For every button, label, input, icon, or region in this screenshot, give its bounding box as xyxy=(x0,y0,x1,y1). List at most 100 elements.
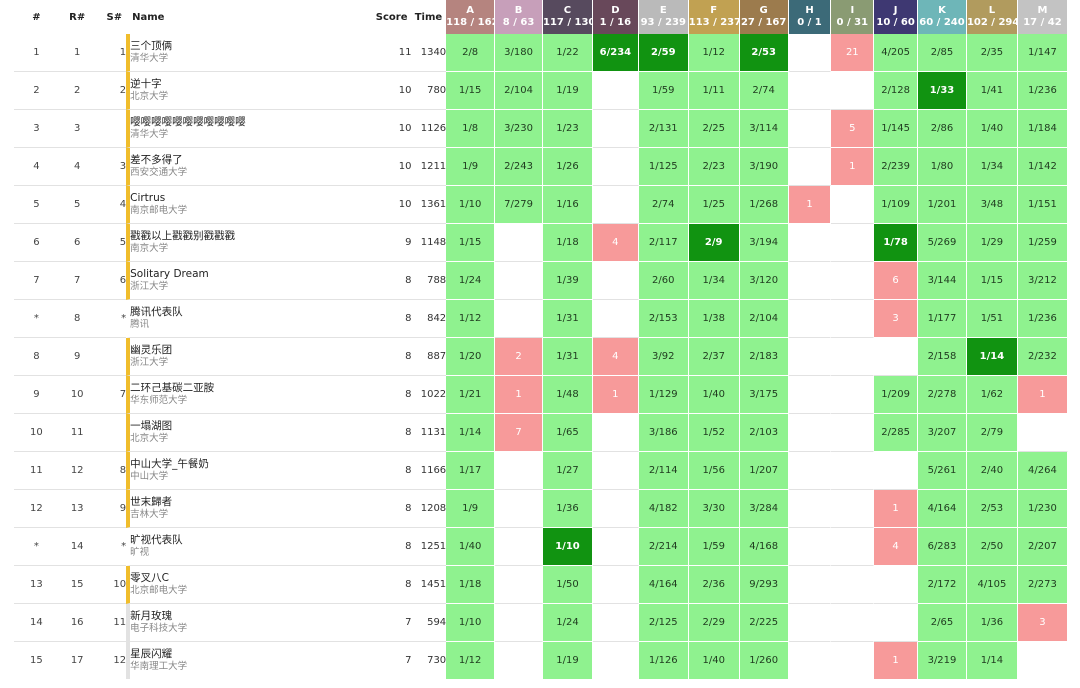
problem-cell-l[interactable]: 2/35 xyxy=(966,34,1018,72)
problem-cell-b[interactable]: 1 xyxy=(495,376,543,414)
problem-cell-m[interactable]: 2/232 xyxy=(1017,338,1068,376)
team-name-cell[interactable]: 中山大学_午餐奶 中山大学 xyxy=(126,452,367,490)
problem-cell-g[interactable]: 3/120 xyxy=(739,262,789,300)
problem-cell-b[interactable]: 2/243 xyxy=(495,148,543,186)
problem-cell-j[interactable]: 1 xyxy=(874,490,919,528)
problem-cell-g[interactable]: 3/114 xyxy=(739,110,789,148)
problem-cell-g[interactable]: 2/74 xyxy=(739,72,789,110)
problem-cell-m[interactable]: 1/147 xyxy=(1017,34,1068,72)
problem-cell-a[interactable]: 1/12 xyxy=(446,642,496,679)
problem-cell-f[interactable]: 2/29 xyxy=(688,604,740,642)
problem-cell-c[interactable]: 1/50 xyxy=(543,566,593,604)
problem-cell-l[interactable]: 2/40 xyxy=(966,452,1018,490)
problem-cell-g[interactable]: 1/260 xyxy=(739,642,789,679)
problem-cell-l[interactable]: 1/14 xyxy=(966,642,1018,679)
team-name-cell[interactable]: 戳戳以上戳戳别戳戳戳 南京大学 xyxy=(126,224,367,262)
problem-cell-e[interactable]: 2/117 xyxy=(638,224,689,262)
problem-cell-g[interactable]: 2/104 xyxy=(739,300,789,338)
problem-cell-e[interactable]: 1/59 xyxy=(638,72,689,110)
problem-cell-c[interactable]: 1/48 xyxy=(543,376,593,414)
team-name-cell[interactable]: 幽灵乐团 浙江大学 xyxy=(126,338,367,376)
team-name-cell[interactable]: 二环己基碳二亚胺 华东师范大学 xyxy=(126,376,367,414)
problem-cell-e[interactable]: 4/164 xyxy=(638,566,689,604)
team-row[interactable]: 8 9 幽灵乐团 浙江大学 8 887 1/20 2 1/31 4 3/92 2/37 2/183 2/1… xyxy=(14,338,1068,376)
problem-cell-d[interactable]: 4 xyxy=(592,338,639,376)
problem-cell-m[interactable]: 1/236 xyxy=(1017,72,1068,110)
problem-cell-e[interactable]: 3/186 xyxy=(638,414,689,452)
problem-cell-m[interactable]: 1/184 xyxy=(1017,110,1068,148)
problem-cell-e[interactable]: 2/125 xyxy=(638,604,689,642)
problem-cell-e[interactable]: 2/59 xyxy=(638,34,689,72)
problem-cell-c[interactable]: 1/26 xyxy=(543,148,593,186)
problem-cell-g[interactable]: 3/190 xyxy=(739,148,789,186)
problem-cell-k[interactable]: 2/172 xyxy=(918,566,967,604)
problem-cell-f[interactable]: 1/11 xyxy=(688,72,740,110)
team-row[interactable]: 9 10 7 二环己基碳二亚胺 华东师范大学 8 1022 1/21 1 1/48 1 1/129 1/… xyxy=(14,376,1068,414)
problem-cell-m[interactable]: 1/230 xyxy=(1017,490,1068,528)
col-score-header[interactable]: Score xyxy=(375,11,408,23)
problem-cell-j[interactable]: 4/205 xyxy=(874,34,919,72)
problem-cell-k[interactable]: 3/219 xyxy=(918,642,967,679)
team-row[interactable]: 12 13 9 世末歸者 吉林大学 8 1208 1/9 1/36 4/182 3/30 3/284 1… xyxy=(14,490,1068,528)
problem-cell-c[interactable]: 1/31 xyxy=(543,338,593,376)
problem-cell-l[interactable]: 2/79 xyxy=(966,414,1018,452)
problem-cell-c[interactable]: 1/16 xyxy=(543,186,593,224)
problem-cell-f[interactable]: 1/40 xyxy=(688,376,740,414)
problem-cell-a[interactable]: 1/18 xyxy=(446,566,496,604)
problem-cell-l[interactable]: 1/62 xyxy=(966,376,1018,414)
problem-cell-k[interactable]: 4/164 xyxy=(918,490,967,528)
problem-cell-j[interactable]: 1 xyxy=(874,642,919,679)
team-name-cell[interactable]: 腾讯代表队 腾讯 xyxy=(126,300,367,338)
problem-cell-f[interactable]: 1/52 xyxy=(688,414,740,452)
problem-cell-g[interactable]: 1/268 xyxy=(739,186,789,224)
problem-cell-l[interactable]: 1/15 xyxy=(966,262,1018,300)
problem-cell-e[interactable]: 2/114 xyxy=(638,452,689,490)
problem-cell-k[interactable]: 5/261 xyxy=(918,452,967,490)
problem-cell-g[interactable]: 9/293 xyxy=(739,566,789,604)
problem-cell-l[interactable]: 1/40 xyxy=(966,110,1018,148)
problem-cell-b[interactable]: 2 xyxy=(495,338,543,376)
problem-cell-j[interactable]: 2/128 xyxy=(874,72,919,110)
problem-cell-g[interactable]: 1/207 xyxy=(739,452,789,490)
problem-cell-j[interactable]: 1/109 xyxy=(874,186,919,224)
problem-cell-m[interactable]: 2/207 xyxy=(1017,528,1068,566)
problem-cell-f[interactable]: 2/23 xyxy=(688,148,740,186)
problem-cell-c[interactable]: 1/23 xyxy=(543,110,593,148)
problem-cell-k[interactable]: 1/80 xyxy=(918,148,967,186)
col-time-header[interactable]: Time xyxy=(414,11,443,23)
problem-cell-a[interactable]: 1/12 xyxy=(446,300,496,338)
problem-cell-e[interactable]: 2/131 xyxy=(638,110,689,148)
problem-cell-g[interactable]: 3/284 xyxy=(739,490,789,528)
problem-cell-k[interactable]: 2/278 xyxy=(918,376,967,414)
team-name-cell[interactable]: 差不多得了 西安交通大学 xyxy=(126,148,367,186)
problem-cell-m[interactable]: 1/151 xyxy=(1017,186,1068,224)
problem-header-e[interactable]: E 93 / 239 xyxy=(638,0,689,34)
problem-cell-f[interactable]: 2/37 xyxy=(688,338,740,376)
problem-cell-m[interactable]: 3 xyxy=(1017,604,1068,642)
problem-cell-l[interactable]: 3/48 xyxy=(966,186,1018,224)
team-name-cell[interactable]: 三个顶俩 清华大学 xyxy=(126,34,367,72)
problem-cell-b[interactable]: 3/230 xyxy=(495,110,543,148)
problem-cell-a[interactable]: 1/40 xyxy=(446,528,496,566)
problem-header-f[interactable]: F 113 / 237 xyxy=(688,0,740,34)
problem-cell-f[interactable]: 1/12 xyxy=(688,34,740,72)
problem-cell-m[interactable]: 1/236 xyxy=(1017,300,1068,338)
problem-cell-e[interactable]: 2/60 xyxy=(638,262,689,300)
problem-cell-l[interactable]: 1/51 xyxy=(966,300,1018,338)
problem-cell-g[interactable]: 4/168 xyxy=(739,528,789,566)
problem-cell-k[interactable]: 3/207 xyxy=(918,414,967,452)
problem-cell-e[interactable]: 1/126 xyxy=(638,642,689,679)
team-name-cell[interactable]: 一塌湖图 北京大学 xyxy=(126,414,367,452)
team-row[interactable]: 14 16 11 新月玫瑰 电子科技大学 7 594 1/10 1/24 2/125 2/29 2/2… xyxy=(14,604,1068,642)
problem-cell-k[interactable]: 2/86 xyxy=(918,110,967,148)
team-row[interactable]: 10 11 一塌湖图 北京大学 8 1131 1/14 7 1/65 3/186 1/52 2/103… xyxy=(14,414,1068,452)
team-name-cell[interactable]: 旷视代表队 旷视 xyxy=(126,528,367,566)
problem-cell-e[interactable]: 2/153 xyxy=(638,300,689,338)
problem-cell-f[interactable]: 3/30 xyxy=(688,490,740,528)
problem-cell-j[interactable]: 2/239 xyxy=(874,148,919,186)
problem-cell-h[interactable]: 1 xyxy=(788,186,832,224)
team-row[interactable]: 11 12 8 中山大学_午餐奶 中山大学 8 1166 1/17 1/27 2/114 1/56 1… xyxy=(14,452,1068,490)
team-row[interactable]: 7 7 6 Solitary Dream 浙江大学 8 788 1/24 1/39 2/60 1/3… xyxy=(14,262,1068,300)
